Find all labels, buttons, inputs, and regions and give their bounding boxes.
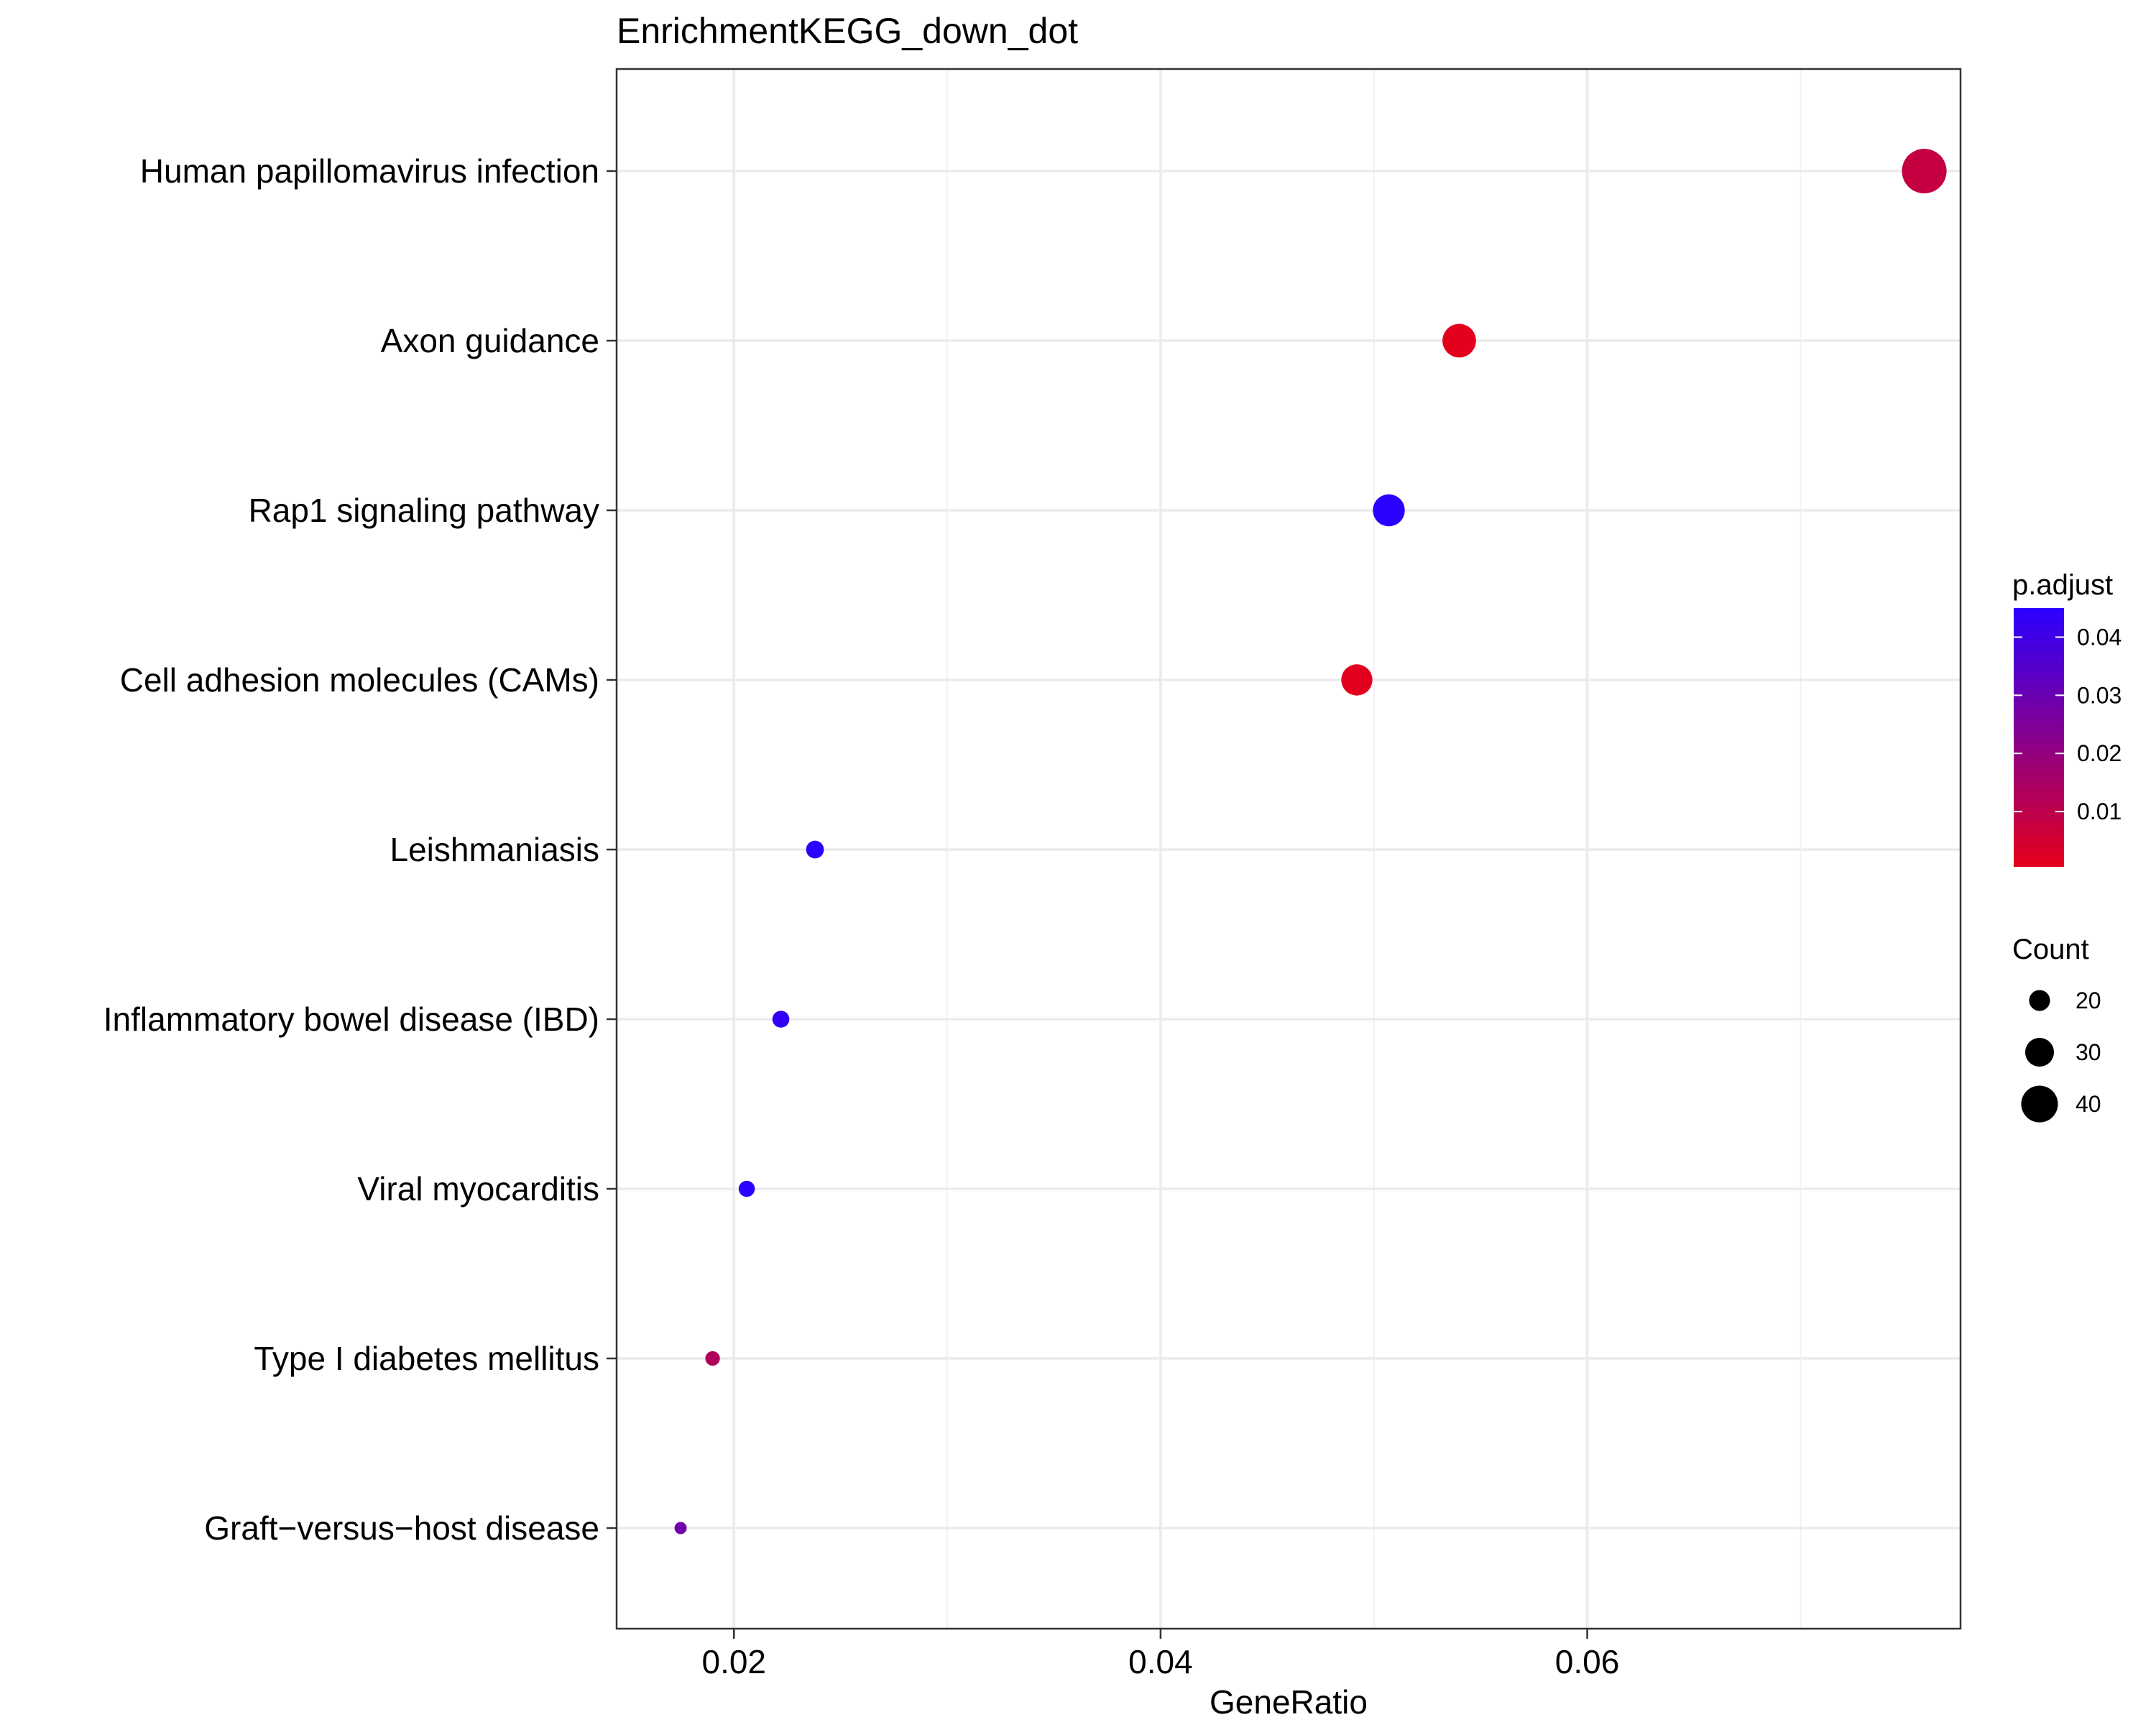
color-legend: p.adjust 0.04 0.03 0.02 0.01 xyxy=(2012,569,2122,867)
color-legend-label: 0.02 xyxy=(2077,740,2122,766)
color-legend-label: 0.03 xyxy=(2077,682,2122,708)
size-legend-title: Count xyxy=(2012,934,2089,965)
size-legend-items: 20 30 40 xyxy=(2021,988,2101,1123)
y-tick-label: Rap1 signaling pathway xyxy=(249,492,599,529)
y-tick-label: Inflammatory bowel disease (IBD) xyxy=(103,1000,599,1038)
y-tick-label: Graft−versus−host disease xyxy=(204,1509,599,1547)
size-legend-label: 30 xyxy=(2076,1039,2101,1065)
data-point xyxy=(674,1522,687,1535)
size-legend-dot xyxy=(2029,990,2050,1011)
x-axis: 0.02 0.04 0.06 xyxy=(701,1629,1619,1680)
y-tick-label: Cell adhesion molecules (CAMs) xyxy=(120,661,599,699)
color-legend-bar xyxy=(2014,608,2064,867)
data-point xyxy=(738,1180,755,1197)
data-point xyxy=(1373,494,1405,527)
y-tick-label: Leishmaniasis xyxy=(390,831,599,868)
y-tick-label: Viral myocarditis xyxy=(357,1170,599,1208)
size-legend-dot xyxy=(2024,1037,2055,1067)
data-point xyxy=(1902,148,1947,194)
y-tick-label: Human papillomavirus infection xyxy=(140,152,599,190)
y-axis: Human papillomavirus infection Axon guida… xyxy=(103,152,617,1547)
grid-lines xyxy=(617,69,1961,1629)
size-legend: Count 20 30 40 xyxy=(2012,934,2101,1123)
data-point xyxy=(1442,323,1476,358)
size-legend-label: 40 xyxy=(2076,1091,2101,1117)
x-axis-title: GeneRatio xyxy=(1210,1683,1368,1721)
y-tick-label: Axon guidance xyxy=(381,322,599,359)
y-tick-label: Type I diabetes mellitus xyxy=(254,1340,599,1377)
x-tick-label: 0.06 xyxy=(1555,1643,1620,1680)
size-legend-label: 20 xyxy=(2076,988,2101,1013)
x-tick-label: 0.04 xyxy=(1128,1643,1193,1680)
data-points xyxy=(674,148,1947,1535)
data-point xyxy=(806,840,824,859)
x-tick-label: 0.02 xyxy=(701,1643,766,1680)
chart-title: EnrichmentKEGG_down_dot xyxy=(617,11,1078,51)
color-legend-ticks: 0.04 0.03 0.02 0.01 xyxy=(2014,624,2122,824)
color-legend-label: 0.04 xyxy=(2077,624,2122,650)
color-legend-label: 0.01 xyxy=(2077,799,2122,824)
color-legend-title: p.adjust xyxy=(2012,569,2113,601)
data-point xyxy=(1341,664,1373,696)
data-point xyxy=(705,1351,720,1366)
size-legend-dot xyxy=(2021,1085,2058,1123)
data-point xyxy=(772,1011,790,1028)
